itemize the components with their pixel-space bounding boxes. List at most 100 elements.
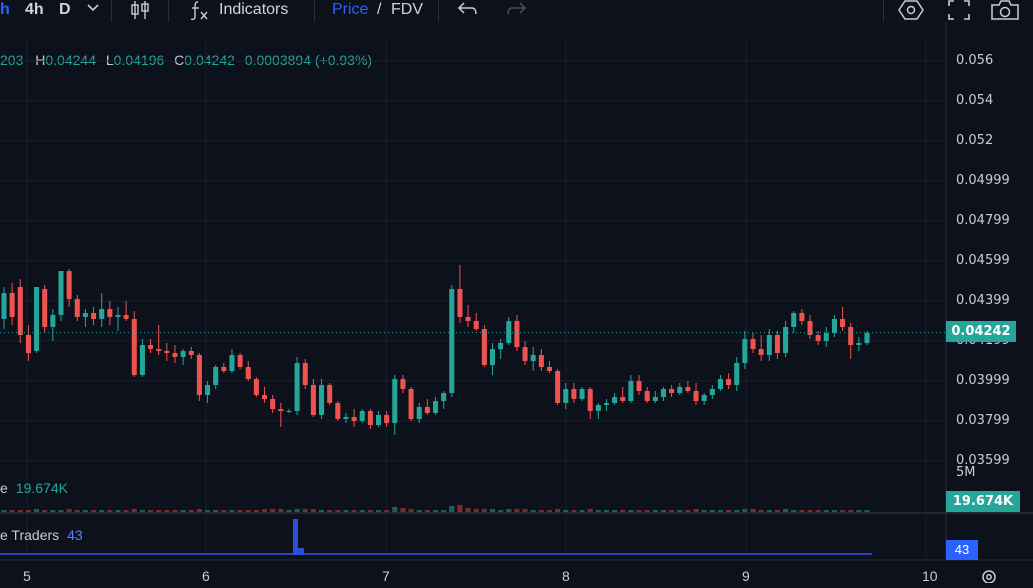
candle-body [25, 335, 31, 353]
volume-bar [302, 509, 308, 512]
price-tick-label: 0.03999 [956, 373, 1010, 388]
volume-bar [131, 509, 137, 512]
traders-value: 43 [67, 527, 83, 543]
indicators-button[interactable]: Indicators [219, 1, 289, 18]
candle-body [473, 321, 479, 329]
interval-d-button[interactable]: D [59, 1, 71, 18]
volume-bar [766, 510, 772, 512]
volume-value: 19.674K [15, 480, 68, 496]
candle-body [701, 395, 707, 401]
volume-bar [726, 510, 732, 512]
volume-bar [359, 510, 365, 512]
gear-icon[interactable] [979, 567, 999, 588]
price-tick-label: 0.04399 [956, 293, 1010, 308]
volume-bar [514, 509, 520, 512]
volume-bar [685, 510, 691, 512]
time-tick-label: 9 [742, 568, 750, 584]
candle-body [139, 345, 145, 375]
candle-body [758, 349, 764, 355]
chevron-down-icon[interactable] [86, 1, 100, 21]
candle-body [9, 293, 15, 317]
volume-bar [310, 509, 316, 512]
traders-spike [293, 519, 298, 555]
volume-bar [221, 510, 227, 512]
volume-bar [294, 509, 300, 512]
volume-bar [807, 510, 813, 512]
settings-icon[interactable] [897, 0, 925, 27]
candle-body [856, 343, 862, 345]
fx-icon[interactable] [189, 0, 211, 27]
interval-4h-button[interactable]: 4h [25, 1, 44, 18]
candle-body [864, 333, 870, 343]
candle-body [1, 293, 7, 319]
legend-high-value: 0.04244 [45, 52, 96, 68]
candle-body [367, 411, 373, 425]
candle-body [669, 389, 675, 393]
volume-bar [555, 509, 561, 512]
camera-icon[interactable] [990, 0, 1020, 27]
candle-body [840, 319, 846, 327]
volume-bar [473, 509, 479, 512]
volume-bar [17, 510, 23, 512]
candle-body [571, 389, 577, 399]
candle-body [750, 339, 756, 349]
candle-body [432, 401, 439, 413]
volume-bar [441, 510, 447, 512]
volume-bar [498, 510, 504, 512]
price-tick-label: 0.04599 [956, 253, 1010, 268]
candle-body [188, 351, 194, 355]
undo-icon[interactable] [457, 1, 479, 23]
candle-body [783, 327, 789, 353]
candle-body [99, 309, 105, 319]
volume-bar [571, 510, 577, 512]
candle-body [278, 409, 284, 411]
volume-bar [9, 510, 15, 512]
volume-bar [180, 510, 186, 512]
fdv-toggle-button[interactable]: FDV [391, 1, 423, 18]
candles-icon[interactable] [129, 0, 151, 26]
candle-body [498, 343, 504, 349]
candle-body [384, 415, 390, 423]
candle-body [172, 353, 178, 357]
traders-tag: 43 [946, 540, 978, 560]
price-tick-label: 0.054 [956, 93, 994, 108]
candle-body [628, 381, 634, 401]
toolbar-divider [111, 0, 112, 22]
toolbar-divider [438, 0, 439, 22]
volume-bar [546, 510, 553, 512]
price-toggle-button[interactable]: Price [332, 1, 369, 18]
toolbar-divider [314, 0, 315, 22]
candle-body [652, 397, 658, 401]
volume-bar [522, 509, 528, 512]
volume-bar [644, 510, 650, 512]
volume-bar [367, 510, 373, 512]
interval-partial-button[interactable]: h [0, 1, 10, 18]
volume-bar [693, 509, 699, 512]
candle-body [294, 363, 300, 411]
candle-body [660, 389, 666, 397]
time-tick-label: 8 [562, 568, 570, 584]
volume-bar [506, 509, 512, 512]
candle-body [58, 271, 64, 315]
fullscreen-icon[interactable] [947, 0, 971, 27]
time-tick-label: 10 [922, 568, 938, 584]
price-tick-label: 0.03799 [956, 413, 1010, 428]
volume-bar [262, 509, 268, 512]
volume-bar [840, 510, 846, 512]
candle-body [400, 379, 406, 389]
candle-body [791, 313, 797, 327]
volume-bar [1, 510, 7, 512]
legend-close-value: 0.04242 [184, 52, 235, 68]
candle-body [42, 289, 48, 327]
volume-bar [351, 510, 357, 512]
volume-bar [579, 510, 585, 512]
candle-body [587, 389, 593, 411]
redo-icon[interactable] [505, 1, 527, 23]
volume-bar [791, 510, 797, 512]
candle-body [286, 411, 292, 412]
volume-bar [856, 510, 862, 512]
candle-body [17, 287, 23, 335]
volume-bar [864, 510, 870, 512]
toolbar-divider [168, 0, 169, 22]
